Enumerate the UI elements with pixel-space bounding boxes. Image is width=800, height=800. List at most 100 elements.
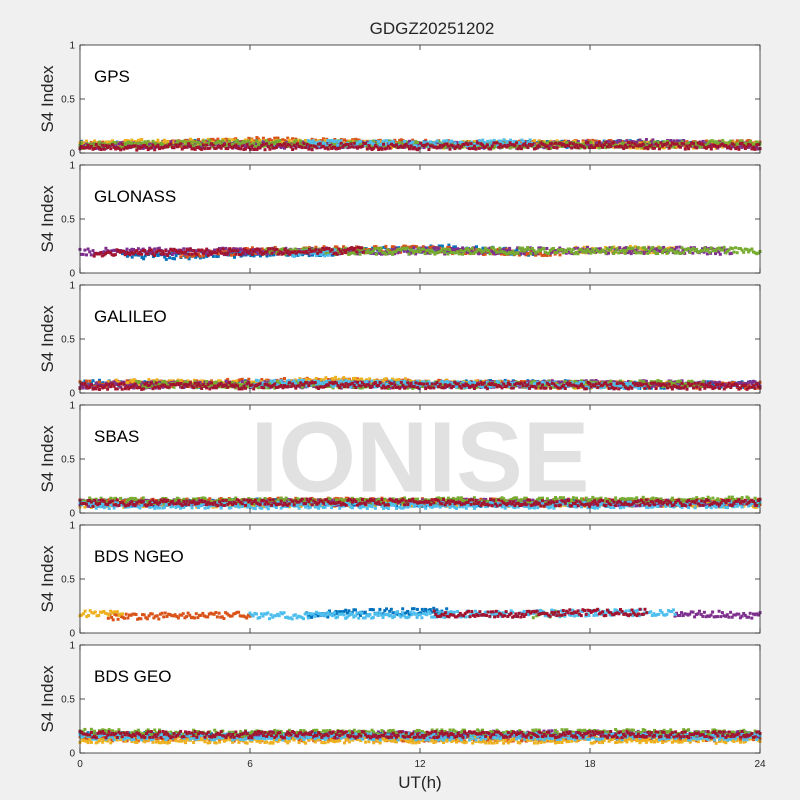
data-point bbox=[402, 244, 406, 248]
data-point bbox=[474, 140, 478, 144]
data-point bbox=[596, 144, 600, 147]
data-point bbox=[346, 146, 350, 150]
data-point bbox=[180, 147, 184, 151]
data-point bbox=[496, 247, 500, 251]
data-point bbox=[161, 143, 165, 147]
data-point bbox=[175, 250, 179, 254]
data-point bbox=[425, 251, 429, 255]
data-point bbox=[361, 247, 365, 250]
data-point bbox=[464, 141, 468, 145]
data-point bbox=[326, 139, 330, 142]
data-point bbox=[434, 143, 437, 147]
data-point bbox=[151, 139, 155, 143]
data-point bbox=[114, 145, 118, 149]
data-point bbox=[80, 252, 84, 256]
data-point bbox=[265, 139, 269, 143]
data-point bbox=[324, 251, 328, 255]
data-point bbox=[465, 250, 469, 254]
data-point bbox=[752, 147, 755, 151]
data-point bbox=[383, 147, 387, 151]
data-point bbox=[91, 142, 95, 146]
data-point bbox=[198, 256, 202, 260]
data-point bbox=[136, 139, 140, 142]
data-point bbox=[567, 139, 570, 143]
data-point bbox=[281, 140, 285, 144]
data-point bbox=[208, 146, 212, 150]
data-point bbox=[659, 386, 663, 390]
data-point bbox=[565, 145, 569, 149]
data-point bbox=[167, 251, 171, 255]
data-point bbox=[415, 245, 419, 249]
data-point bbox=[709, 147, 713, 151]
data-point bbox=[472, 246, 476, 250]
data-point bbox=[323, 146, 327, 150]
data-point bbox=[234, 143, 238, 147]
data-point bbox=[420, 143, 424, 147]
data-point bbox=[437, 145, 441, 149]
data-point bbox=[132, 248, 135, 251]
data-point bbox=[339, 145, 343, 149]
axes-background bbox=[80, 45, 760, 153]
data-point bbox=[424, 141, 428, 145]
data-point bbox=[127, 145, 131, 149]
data-point bbox=[721, 145, 725, 149]
data-point bbox=[128, 141, 132, 145]
data-point bbox=[748, 143, 752, 147]
data-point bbox=[428, 251, 432, 255]
data-point bbox=[98, 146, 101, 150]
data-point bbox=[636, 144, 640, 148]
data-point bbox=[112, 144, 116, 148]
data-point bbox=[587, 250, 591, 253]
data-point bbox=[123, 145, 127, 149]
data-point bbox=[503, 248, 507, 252]
data-point bbox=[123, 253, 127, 257]
data-point bbox=[439, 244, 443, 248]
data-point bbox=[85, 146, 88, 150]
data-point bbox=[703, 143, 707, 147]
data-point bbox=[602, 249, 606, 253]
data-point bbox=[244, 147, 247, 151]
data-point bbox=[739, 142, 742, 146]
data-point bbox=[213, 248, 216, 252]
data-point bbox=[193, 139, 197, 143]
data-point bbox=[374, 252, 378, 256]
data-point bbox=[308, 247, 311, 251]
data-point bbox=[453, 245, 457, 249]
data-point bbox=[234, 146, 238, 150]
data-point bbox=[545, 146, 549, 150]
data-point bbox=[300, 143, 304, 147]
data-point bbox=[240, 377, 244, 381]
data-point bbox=[383, 144, 387, 148]
data-point bbox=[631, 249, 635, 252]
data-point bbox=[267, 250, 271, 254]
data-point bbox=[117, 249, 121, 253]
data-point bbox=[287, 141, 291, 145]
data-point bbox=[276, 140, 280, 144]
data-point bbox=[232, 140, 236, 144]
data-point bbox=[229, 249, 233, 252]
data-point bbox=[226, 138, 230, 142]
data-point bbox=[745, 145, 749, 149]
data-point bbox=[748, 139, 752, 143]
data-point bbox=[547, 144, 551, 147]
data-point bbox=[448, 248, 451, 251]
data-point bbox=[287, 138, 291, 142]
data-point bbox=[228, 247, 232, 251]
data-point bbox=[283, 248, 287, 251]
data-point bbox=[213, 139, 217, 143]
data-point bbox=[647, 246, 651, 250]
data-point bbox=[583, 142, 587, 146]
data-point bbox=[370, 148, 374, 151]
data-point bbox=[286, 252, 289, 256]
data-point bbox=[575, 139, 579, 143]
data-point bbox=[630, 144, 634, 148]
data-point bbox=[85, 379, 88, 383]
data-point bbox=[206, 147, 210, 150]
data-point bbox=[500, 145, 504, 149]
data-point bbox=[266, 145, 270, 149]
data-point bbox=[203, 144, 207, 148]
data-point bbox=[654, 252, 658, 255]
data-point bbox=[605, 143, 609, 146]
data-point bbox=[532, 141, 536, 145]
data-point bbox=[649, 247, 653, 251]
